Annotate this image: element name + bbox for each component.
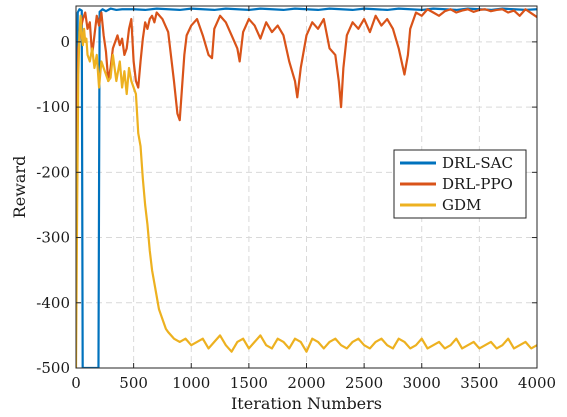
series-line-gdm <box>76 14 537 368</box>
x-tick-label: 1000 <box>172 374 210 392</box>
x-tick-label: 4000 <box>518 374 556 392</box>
y-tick-label: -400 <box>36 294 70 312</box>
x-tick-label: 2500 <box>345 374 383 392</box>
y-tick-label: -300 <box>36 229 70 247</box>
series-line-drl-sac <box>76 7 537 368</box>
y-tick-label: -500 <box>36 359 70 377</box>
y-tick-label: 0 <box>60 33 70 51</box>
legend-label-drl-ppo: DRL-PPO <box>442 175 513 193</box>
y-tick-label: -200 <box>36 163 70 181</box>
axes: 0 500 1000 1500 2000 2500 3000 3500 4000 -500 -400… <box>10 5 556 413</box>
y-tick-label: -100 <box>36 98 70 116</box>
series-line-drl-ppo <box>76 8 537 202</box>
x-tick-label: 3000 <box>403 374 441 392</box>
x-tick-label: 2000 <box>287 374 325 392</box>
x-tick-label: 500 <box>119 374 148 392</box>
legend-label-drl-sac: DRL-SAC <box>442 154 513 172</box>
series-lines <box>76 7 537 368</box>
legend-label-gdm: GDM <box>442 196 481 214</box>
x-tick-label: 3500 <box>460 374 498 392</box>
x-axis-title: Iteration Numbers <box>231 394 382 413</box>
x-tick-label: 0 <box>71 374 81 392</box>
y-axis-title: Reward <box>10 156 29 219</box>
legend: DRL-SAC DRL-PPO GDM <box>393 149 527 219</box>
x-tick-label: 1500 <box>230 374 268 392</box>
